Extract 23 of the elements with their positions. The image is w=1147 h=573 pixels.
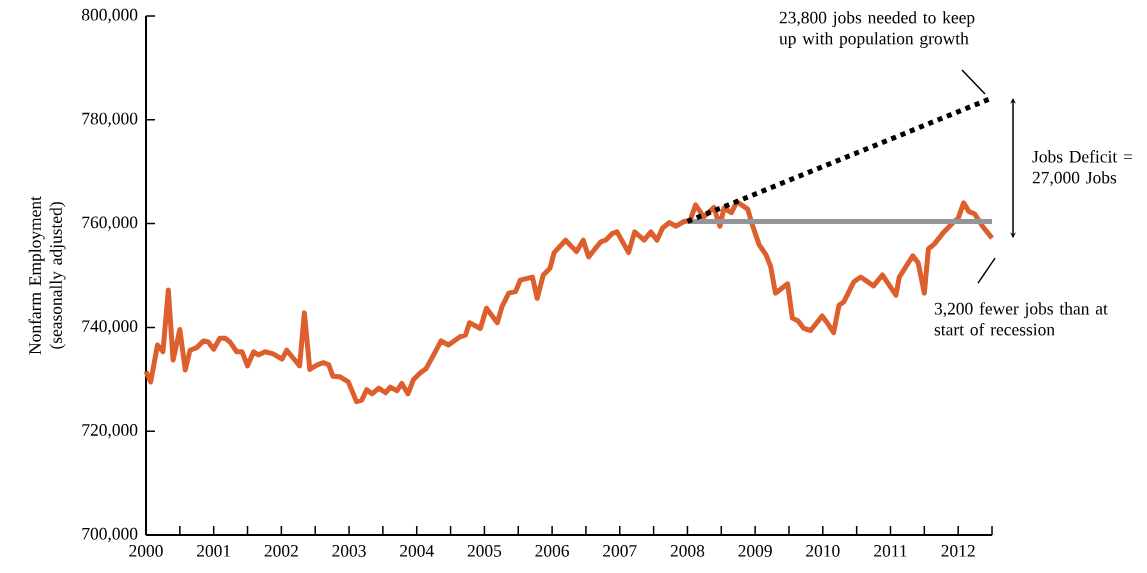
y-axis-title: Nonfarm Employment (seasonally adjusted): [28, 196, 66, 355]
x-tick-label: 2003: [332, 545, 366, 557]
x-tick-label: 2004: [400, 545, 434, 557]
y-tick-label: 740,000: [82, 320, 138, 335]
x-tick-label: 2010: [806, 545, 840, 557]
y-tick-label: 780,000: [82, 112, 138, 127]
x-tick-label: 2011: [874, 545, 907, 557]
annotation: 23,800 jobs needed to keep up with population growth: [779, 11, 975, 48]
y-tick-label: 720,000: [82, 424, 138, 439]
annotation: 3,200 fewer jobs than at start of recession: [934, 302, 1108, 336]
y-tick-label: 700,000: [82, 527, 138, 543]
x-tick-label: 2007: [603, 545, 637, 557]
y-tick-label: 800,000: [82, 8, 138, 24]
x-tick-label: 2008: [670, 545, 705, 557]
x-tick-label: 2005: [467, 545, 502, 557]
x-tick-label: 2009: [738, 545, 772, 557]
x-tick-label: 2002: [264, 545, 298, 557]
text: Jobs Deficit = 27,000 Jobs: [1032, 150, 1133, 187]
y-tick-label: 760,000: [82, 216, 138, 231]
x-tick-label: 2006: [535, 545, 570, 557]
x-tick-label: 2012: [941, 545, 975, 557]
x-tick-label: 2001: [197, 545, 231, 557]
x-tick-label: 2000: [129, 545, 163, 557]
